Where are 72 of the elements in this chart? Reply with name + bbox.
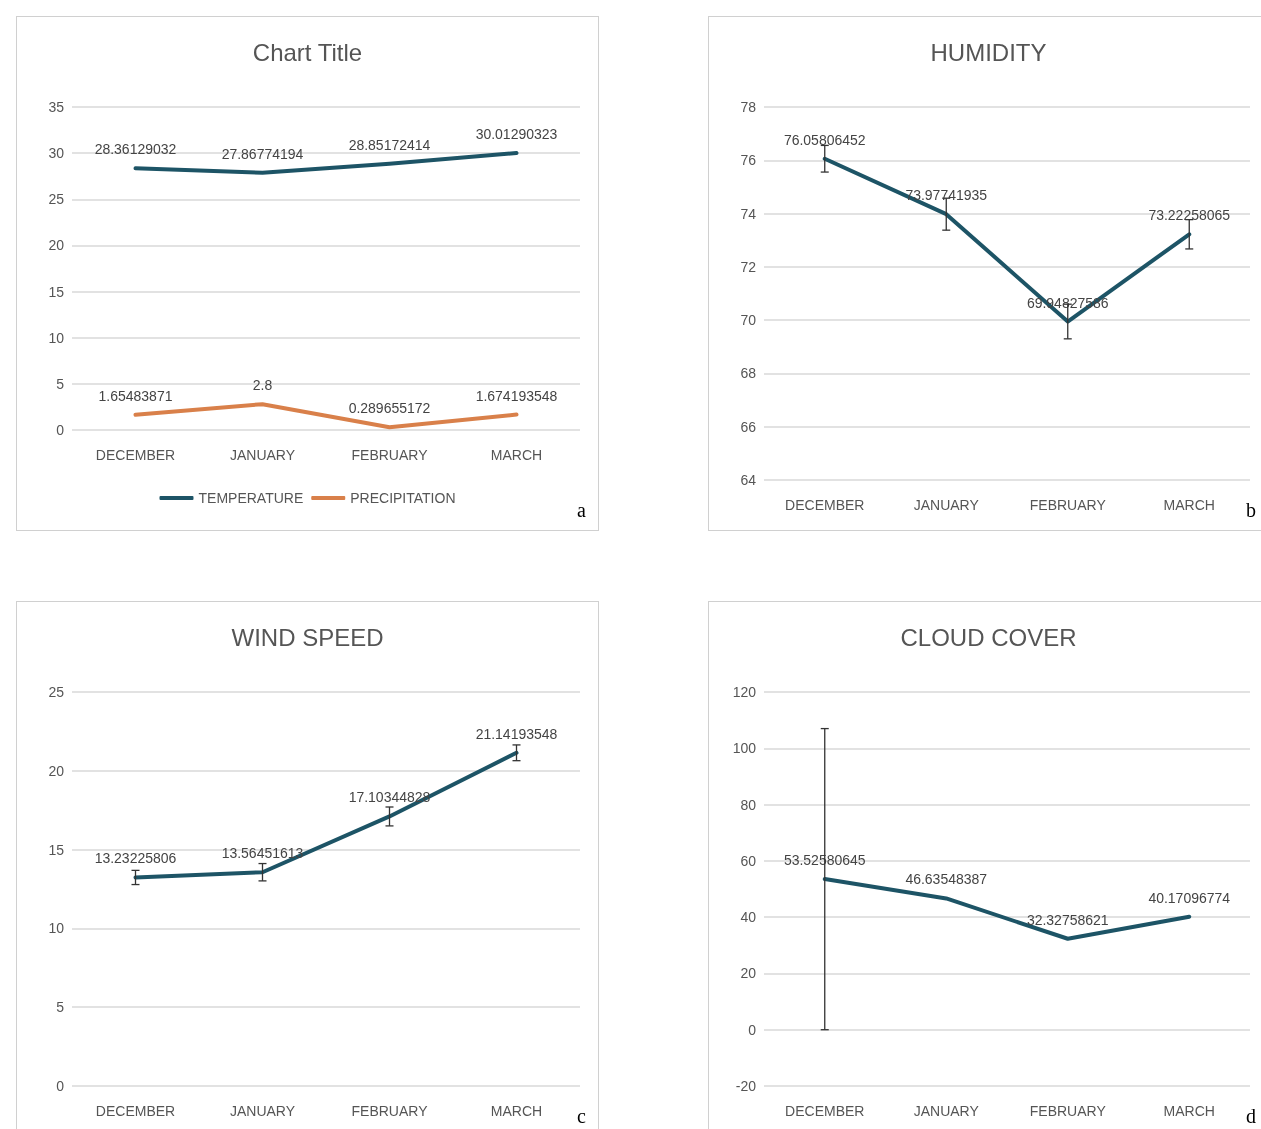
x-tick-label: DECEMBER [95,1103,176,1119]
x-tick-label: MARCH [1163,1103,1215,1119]
x-tick-label: JANUARY [229,447,296,463]
y-tick-label: 72 [740,258,757,275]
y-tick-label: 25 [48,684,65,700]
data-label: 28.85172414 [348,136,431,153]
data-label: 28.36129032 [94,141,177,158]
y-tick-label: 120 [732,684,757,700]
text: b [1246,499,1256,521]
y-tick-label: 74 [740,205,757,222]
x-tick-label: FEBRUARY [351,1103,429,1119]
y-tick-label: 5 [56,999,65,1016]
chart-title: CLOUD COVER [900,623,1077,651]
y-tick-label: 0 [56,1078,65,1094]
data-label: 1.674193548 [475,387,558,404]
data-label: 76.05806452 [783,131,866,148]
data-label: 13.23225806 [94,850,177,867]
y-tick-label: 76 [740,152,757,169]
y-tick-label: 78 [740,99,757,115]
y-tick-label: 25 [48,191,65,208]
data-label: 1.65483871 [98,387,173,404]
y-tick-label: 20 [48,237,65,254]
x-tick-label: JANUARY [913,497,980,513]
data-label: 21.14193548 [475,725,558,742]
y-tick-label: 15 [48,841,65,858]
chart-title: WIND SPEED [231,623,384,651]
x-tick-label: DECEMBER [95,447,176,463]
data-label: 2.8 [252,377,273,394]
chart-title: Chart Title [252,38,363,66]
y-tick-label: 70 [740,312,757,329]
y-tick-label: 64 [740,472,757,488]
y-tick-label: 0 [748,1021,757,1038]
x-tick-label: DECEMBER [785,497,865,513]
text: d [1246,1105,1256,1127]
y-tick-label: 30 [48,145,65,162]
data-label: 30.01290323 [475,126,558,143]
line-series [133,402,519,430]
x-tick-label: MARCH [490,447,543,463]
x-tick-label: JANUARY [913,1103,980,1119]
chart-title: HUMIDITY [930,38,1047,66]
data-label: 40.17096774 [1148,889,1231,906]
y-tick-label: 100 [732,740,757,757]
x-tick-label: MARCH [1163,497,1215,513]
x-tick-label: FEBRUARY [1029,497,1107,513]
text: a [577,499,587,521]
y-tick-label: 66 [740,418,757,435]
y-tick-label: 20 [48,762,65,779]
data-label: 32.32758621 [1026,911,1109,928]
text: c [577,1105,587,1127]
y-tick-label: 40 [740,909,757,926]
y-tick-label: 68 [740,365,757,382]
y-tick-label: 10 [48,920,65,937]
data-label: 46.63548387 [905,871,988,888]
y-tick-label: -20 [735,1078,757,1094]
x-tick-label: JANUARY [229,1103,296,1119]
x-tick-label: DECEMBER [785,1103,865,1119]
x-tick-label: MARCH [490,1103,543,1119]
x-tick-label: FEBRUARY [1029,1103,1107,1119]
y-tick-label: 20 [740,965,757,982]
y-tick-label: 10 [48,329,65,346]
y-tick-label: 5 [56,375,65,392]
x-tick-label: FEBRUARY [351,447,429,463]
y-tick-label: 60 [740,852,757,869]
data-label: 0.289655172 [348,400,431,417]
y-tick-label: 0 [56,422,65,438]
data-label: 27.86774194 [221,145,304,162]
legend-label: PRECIPITATION [350,490,456,506]
y-tick-label: 15 [48,283,65,300]
y-tick-label: 35 [48,99,65,115]
data-label: 73.22258065 [1148,207,1231,224]
y-tick-label: 80 [740,796,757,813]
legend-label: TEMPERATURE [198,490,304,506]
